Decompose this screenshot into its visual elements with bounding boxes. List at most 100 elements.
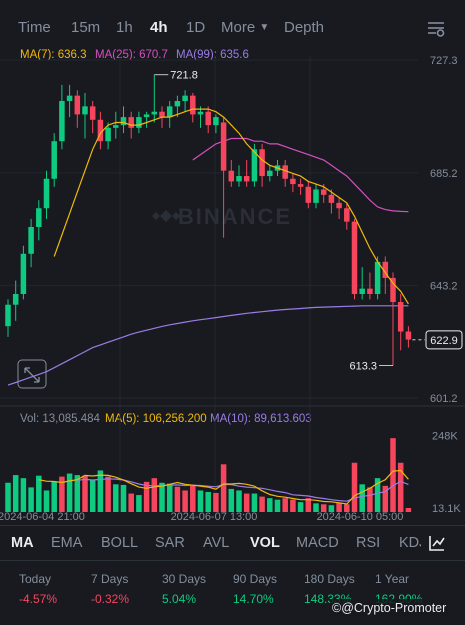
tab-macd[interactable]: MACD xyxy=(296,535,339,551)
volume-bar xyxy=(97,470,104,512)
tab-depth[interactable]: Depth xyxy=(284,19,325,36)
candle-body xyxy=(220,122,227,171)
candle-body xyxy=(182,95,188,102)
volume-bar xyxy=(197,490,204,512)
binance-logo-icon xyxy=(152,210,180,222)
credit-watermark: ©@Crypto-Promoter xyxy=(330,599,449,617)
stat-label-1y: 1 Year xyxy=(375,572,410,586)
candle-body xyxy=(105,127,111,142)
volume-tick-label: 248K xyxy=(432,431,458,443)
volume-bar xyxy=(113,484,119,512)
candle-body xyxy=(228,170,235,182)
vol-ma5-line xyxy=(38,469,409,505)
indicator-settings-icon[interactable] xyxy=(428,534,446,552)
ma7-line xyxy=(53,108,409,305)
tab-more[interactable]: More ▼ xyxy=(221,19,269,36)
volume-bar xyxy=(74,475,81,512)
chart-settings-icon[interactable] xyxy=(426,18,446,38)
tab-ma[interactable]: MA xyxy=(11,535,34,551)
tab-ema[interactable]: EMA xyxy=(51,535,83,551)
volume-bar xyxy=(174,486,181,512)
candle-body xyxy=(5,304,11,327)
volume-bar xyxy=(190,485,196,512)
volume-bar xyxy=(367,487,373,512)
tab-1h[interactable]: 1h xyxy=(116,19,133,36)
binance-watermark: BINANCE xyxy=(178,204,292,229)
ma25-line xyxy=(192,137,409,213)
price-tick-label: 727.3 xyxy=(430,56,458,67)
candle-body xyxy=(213,117,219,126)
stat-value-30d: 5.04% xyxy=(162,592,197,606)
stat-value-90d: 14.70% xyxy=(233,592,274,606)
tab-vol[interactable]: VOL xyxy=(250,535,280,551)
volume-bar xyxy=(43,490,50,512)
volume-bar xyxy=(320,504,327,512)
divider xyxy=(0,560,465,561)
time-axis-label: 2024-06-10 05:00 xyxy=(317,511,404,523)
volume-bar xyxy=(374,478,381,512)
volume-bar xyxy=(213,492,219,512)
candle-body xyxy=(405,331,412,340)
candle-body xyxy=(351,221,358,294)
candle-body xyxy=(336,202,342,209)
candle-body xyxy=(313,189,319,203)
candle-body xyxy=(382,261,389,278)
tab-avl[interactable]: AVL xyxy=(203,535,230,551)
candle-body xyxy=(51,141,57,179)
candle-body xyxy=(28,226,34,254)
volume-bar xyxy=(405,508,412,512)
volume-bar xyxy=(205,492,211,512)
tab-sar[interactable]: SAR xyxy=(155,535,185,551)
tab-1d[interactable]: 1D xyxy=(186,19,206,36)
volume-bar xyxy=(351,462,358,512)
volume-bar xyxy=(59,476,65,512)
candle-body xyxy=(74,95,81,115)
candle-body xyxy=(12,294,19,305)
chart-canvas[interactable]: BINANCE 721.8 613.3 622.9 727.3 685.2 643.2 601… xyxy=(0,56,465,526)
candle-body xyxy=(243,176,250,182)
candle-body xyxy=(43,178,50,209)
candle-body xyxy=(20,253,27,294)
volume-bar xyxy=(51,481,57,512)
candle-body xyxy=(36,208,42,227)
high-price-label: 721.8 xyxy=(170,70,198,82)
volume-bar xyxy=(159,482,165,512)
expand-arrows-icon xyxy=(24,367,40,383)
volume-bar xyxy=(28,487,34,512)
volume-bar xyxy=(82,475,88,512)
candle-body xyxy=(367,288,373,294)
volume-bar xyxy=(382,485,389,512)
stat-value-today: -4.57% xyxy=(19,592,58,606)
vol-ma5-legend: MA(5): 106,256.200 xyxy=(105,413,207,425)
credit-text: @Crypto-Promoter xyxy=(341,601,447,615)
tab-boll[interactable]: BOLL xyxy=(101,535,139,551)
candle-body xyxy=(136,117,142,128)
volume-bar xyxy=(344,504,350,512)
tab-15m[interactable]: 15m xyxy=(71,19,101,36)
time-axis-label: 2024-06-07 13:00 xyxy=(171,511,258,523)
copyright-icon: © xyxy=(332,601,342,615)
candle-body xyxy=(97,119,104,142)
vol-ma10-legend: MA(10): 89,613.603 xyxy=(210,413,312,425)
volume-bar xyxy=(105,476,111,512)
volume-bar xyxy=(166,483,173,512)
volume-bar xyxy=(220,464,227,512)
volume-bar xyxy=(120,484,127,512)
candle-body xyxy=(305,186,312,203)
volume-bar xyxy=(267,498,273,512)
volume-bar xyxy=(274,499,281,512)
volume-bar xyxy=(390,438,396,512)
volume-legend: Vol: 13,085.484 xyxy=(20,413,100,425)
volume-bar xyxy=(20,478,27,512)
tab-rsi[interactable]: RSI xyxy=(356,535,381,551)
candle-body xyxy=(128,117,134,128)
candlestick-chart[interactable]: BINANCE 721.8 613.3 622.9 727.3 685.2 643.2 601… xyxy=(0,56,465,536)
tab-time[interactable]: Time xyxy=(18,19,51,36)
time-axis-label: 2024-06-04 21:00 xyxy=(0,511,85,523)
more-label: More xyxy=(221,19,256,36)
volume-bar xyxy=(251,493,258,512)
volume-bar xyxy=(297,502,304,512)
caret-down-icon: ▼ xyxy=(259,22,270,33)
tab-4h[interactable]: 4h xyxy=(150,19,168,36)
tab-kdj[interactable]: KDJ xyxy=(399,535,421,551)
